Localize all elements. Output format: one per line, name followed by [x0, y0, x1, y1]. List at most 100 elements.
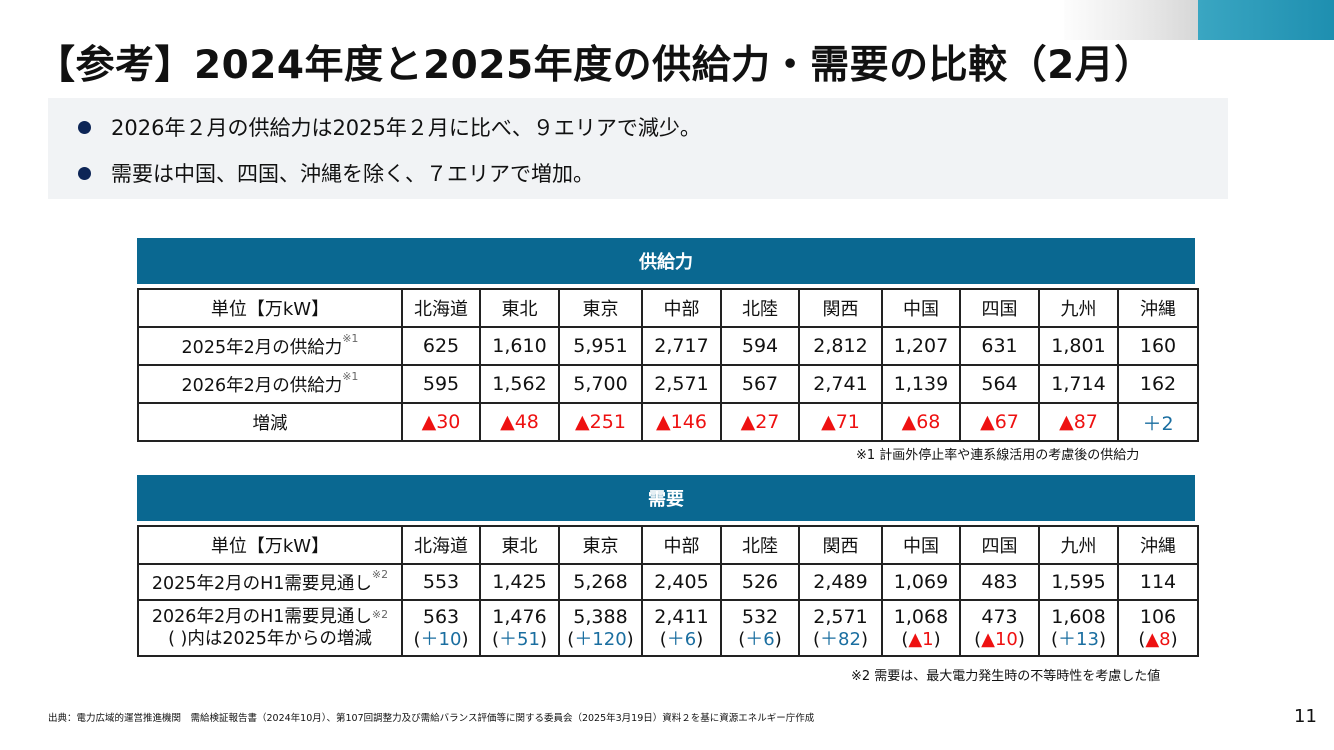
row-label-line: 2026年2月のH1需要見通し※2: [140, 606, 400, 628]
value-cell: 526: [720, 563, 800, 601]
value-cell: 1,068 (▲1): [881, 599, 961, 657]
row-label-cell: 2025年2月の供給力※1: [137, 326, 403, 366]
area-header-cell: 沖縄: [1117, 525, 1199, 565]
value-cell: 1,714: [1038, 364, 1119, 404]
row-label-text: 2026年2月のH1需要見通し: [151, 607, 372, 627]
change-number: ＋82: [820, 629, 861, 650]
value-cell: 631: [959, 326, 1040, 366]
value-cell: 1,425: [479, 563, 560, 601]
area-header-cell: 北陸: [720, 525, 800, 565]
row-label-cell: 2026年2月の供給力※1: [137, 364, 403, 404]
value-main: 1,476: [492, 606, 547, 628]
demand-footnote: ※2 需要は、最大電力発生時の不等時性を考慮した値: [851, 669, 1161, 684]
change-number: ＋6: [666, 629, 697, 650]
table-row: 2026年2月のH1需要見通し※2( )内は2025年からの増減 563 (＋10)…: [137, 599, 1199, 657]
value-cell: 553: [401, 563, 481, 601]
area-header-cell: 北陸: [720, 288, 800, 328]
value-cell: 106 (▲8): [1117, 599, 1199, 657]
bullet-dot-icon: [78, 166, 91, 180]
change-value: (▲8): [1138, 629, 1178, 650]
area-header-cell: 中部: [641, 525, 722, 565]
change-number: ＋51: [499, 629, 540, 650]
demand-table: 単位【万kW】 北海道 東北 東京 中部 北陸 関西 中国 四国 九州 沖縄 2025年2月のH1需要…: [137, 525, 1199, 657]
row-label-text: 2026年2月の供給力: [181, 375, 343, 396]
value-cell: 483: [959, 563, 1040, 601]
supply-section-header: 供給力: [137, 238, 1195, 284]
footnote-ref: ※1: [342, 331, 359, 345]
change-number: ＋10: [420, 629, 462, 650]
diff-cell: ▲146: [641, 402, 722, 442]
table-row: 2026年2月の供給力※1 595 1,562 5,700 2,571 567 2,741 1…: [137, 364, 1199, 404]
area-header-cell: 関西: [798, 288, 883, 328]
value-cell: 5,700: [558, 364, 643, 404]
value-main: 532: [741, 606, 779, 628]
value-cell: 1,069: [881, 563, 961, 601]
value-cell: 5,268: [558, 563, 643, 601]
value-cell: 2,812: [798, 326, 883, 366]
value-cell: 1,207: [881, 326, 961, 366]
value-cell: 594: [720, 326, 800, 366]
area-header-cell: 九州: [1038, 288, 1119, 328]
area-header-cell: 東京: [558, 288, 643, 328]
row-label-text: 2025年2月の供給力: [181, 337, 343, 358]
area-header-cell: 東北: [479, 525, 560, 565]
area-header-cell: 東京: [558, 525, 643, 565]
table-row: 2025年2月の供給力※1 625 1,610 5,951 2,717 594 2,812 1…: [137, 326, 1199, 366]
change-value: (＋120): [567, 629, 634, 650]
row-label-subtext: ( )内は2025年からの増減: [168, 629, 372, 649]
value-cell: 532 (＋6): [720, 599, 800, 657]
summary-bullet-text: 2026年２月の供給力は2025年２月に比べ、９エリアで減少。: [111, 116, 701, 140]
area-header-cell: 沖縄: [1117, 288, 1199, 328]
demand-section-header: 需要: [137, 475, 1195, 521]
value-main: 5,388: [573, 606, 628, 628]
value-cell: 1,595: [1038, 563, 1119, 601]
table-header-row: 単位【万kW】 北海道 東北 東京 中部 北陸 関西 中国 四国 九州 沖縄: [137, 525, 1199, 565]
diff-cell: ▲71: [798, 402, 883, 442]
value-cell: 595: [401, 364, 481, 404]
value-main: 106: [1139, 606, 1177, 628]
value-main: 473: [981, 606, 1018, 628]
value-main: 2,571: [813, 606, 868, 628]
area-header-cell: 中国: [881, 525, 961, 565]
table-row: 2025年2月のH1需要見通し※2 553 1,425 5,268 2,405 526 2,…: [137, 563, 1199, 601]
header-decoration-blue: [1198, 0, 1334, 40]
value-cell: 2,571: [641, 364, 722, 404]
summary-bullet: 需要は中国、四国、沖縄を除く、７エリアで増加。: [78, 158, 594, 188]
diff-cell: ▲27: [720, 402, 800, 442]
change-number: ▲10: [981, 629, 1018, 650]
diff-cell: ▲87: [1038, 402, 1119, 442]
row-label-cell: 2025年2月のH1需要見通し※2: [137, 563, 403, 601]
value-cell: 564: [959, 364, 1040, 404]
table-row: 増減 ▲30 ▲48 ▲251 ▲146 ▲27 ▲71 ▲68 ▲67 ▲87 ＋2: [137, 402, 1199, 442]
change-value: (＋13): [1051, 629, 1106, 650]
change-value: (＋82): [813, 629, 868, 650]
footnote-ref: ※1: [342, 369, 359, 383]
unit-label-cell: 単位【万kW】: [137, 525, 403, 565]
value-cell: 160: [1117, 326, 1199, 366]
source-citation: 出典：電力広域的運営推進機関 需給検証報告書（2024年10月）、第107回調整…: [48, 713, 815, 724]
summary-bullet-text: 需要は中国、四国、沖縄を除く、７エリアで増加。: [111, 162, 594, 186]
page-number: 11: [1294, 706, 1317, 727]
table-header-row: 単位【万kW】 北海道 東北 東京 中部 北陸 関西 中国 四国 九州 沖縄: [137, 288, 1199, 328]
page-title: 【参考】2024年度と2025年度の供給力・需要の比較（2月）: [36, 43, 1154, 88]
value-cell: 1,610: [479, 326, 560, 366]
row-label-text: 2025年2月のH1需要見通し: [151, 573, 372, 594]
value-cell: 5,951: [558, 326, 643, 366]
value-cell: 567: [720, 364, 800, 404]
footnote-ref: ※2: [371, 608, 389, 621]
value-cell: 1,801: [1038, 326, 1119, 366]
value-cell: 162: [1117, 364, 1199, 404]
area-header-cell: 九州: [1038, 525, 1119, 565]
change-number: ＋6: [745, 629, 775, 650]
change-value: (▲10): [974, 629, 1025, 650]
value-cell: 563 (＋10): [401, 599, 481, 657]
area-header-cell: 中部: [641, 288, 722, 328]
value-cell: 2,411 (＋6): [641, 599, 722, 657]
value-cell: 2,571 (＋82): [798, 599, 883, 657]
value-cell: 2,717: [641, 326, 722, 366]
value-cell: 114: [1117, 563, 1199, 601]
change-number: ▲8: [1145, 629, 1171, 650]
area-header-cell: 四国: [959, 288, 1040, 328]
value-cell: 2,741: [798, 364, 883, 404]
